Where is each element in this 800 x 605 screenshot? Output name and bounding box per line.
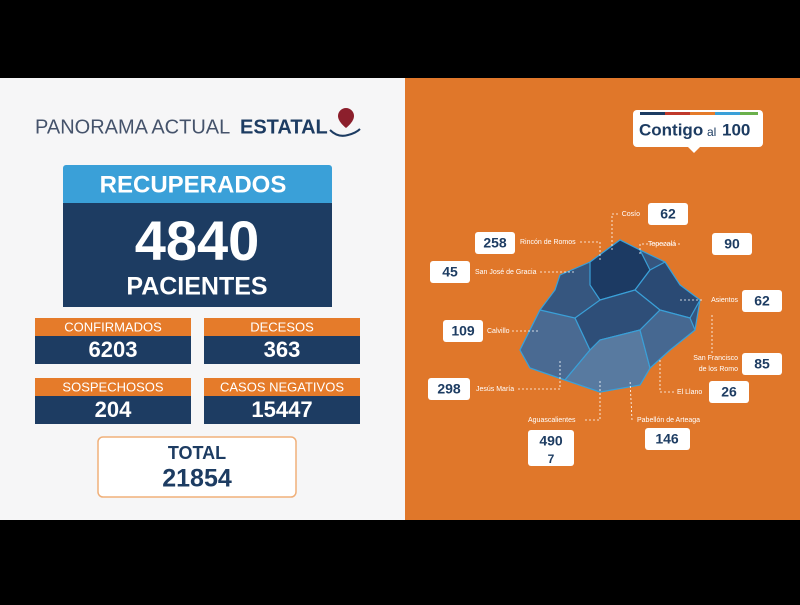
card-body [35, 396, 191, 424]
card-label: SOSPECHOSOS [62, 379, 163, 394]
municipality-value: 490 [539, 433, 563, 449]
recuperados-value: 4840 [135, 209, 260, 272]
value-box [528, 430, 574, 466]
map [519, 239, 701, 393]
municipality-value: 146 [655, 431, 679, 447]
logo-word: Contigo [639, 120, 703, 139]
municipality-name: Tepezalá [648, 241, 676, 248]
recuperados-body [63, 203, 332, 307]
value-box [712, 233, 752, 255]
card-body [204, 396, 360, 424]
municipality-name: El Llano [677, 389, 702, 396]
card-value: 6203 [89, 337, 138, 362]
municipality-name: Pabellón de Arteaga [637, 417, 700, 424]
card-value: 363 [264, 337, 301, 362]
municipality-name: de los Romo [699, 366, 738, 373]
total-label: TOTAL [168, 443, 226, 463]
title: PANORAMA ACTUAL [35, 116, 230, 138]
card-body [35, 336, 191, 364]
card-body [204, 336, 360, 364]
municipality-value: 90 [724, 236, 740, 252]
leader-lines [512, 213, 713, 421]
card-value: 204 [95, 397, 132, 422]
municipality-name: Jesús María [476, 386, 514, 393]
card-header [35, 378, 191, 398]
recuperados-header [63, 165, 332, 205]
municipality-value: 26 [721, 384, 737, 400]
value-box [648, 203, 688, 225]
value-box [428, 378, 470, 400]
recuperados-label: RECUPERADOS [100, 171, 287, 198]
municipality-name: Rincón de Romos [520, 239, 576, 246]
card-label: CONFIRMADOS [64, 319, 162, 334]
municipality-name: San José de Gracia [475, 269, 537, 276]
value-box [443, 320, 483, 342]
recuperados-unit: PACIENTES [126, 273, 267, 301]
municipality-value: 62 [754, 293, 770, 309]
municipality-values: 62 258 90 45 62 109 85 298 26 490 7 146 [428, 203, 782, 466]
municipality-value: 109 [451, 323, 475, 339]
card-header [35, 318, 191, 338]
card-header [204, 318, 360, 338]
municipality-labels: Cosío Rincón de Romos Tepezalá San José … [475, 211, 738, 424]
value-box [709, 381, 749, 403]
value-box [430, 261, 470, 283]
logo-small: al [707, 125, 716, 139]
cards: CONFIRMADOS 6203 DECESOS 363 SOSPECHOSOS… [35, 318, 360, 424]
value-box [742, 353, 782, 375]
card-value: 15447 [251, 397, 312, 422]
municipality-name: Aguascalientes [528, 417, 576, 424]
municipality-value: 45 [442, 264, 458, 280]
municipality-name: Cosío [622, 211, 640, 218]
municipality-name: San Francisco [693, 355, 738, 362]
logo: Contigo al 100 [633, 110, 763, 153]
value-box [742, 290, 782, 312]
title-emphasis: ESTATAL [240, 116, 328, 138]
municipality-value: 62 [660, 206, 676, 222]
card-label: DECESOS [250, 319, 314, 334]
municipality-extra: 7 [548, 452, 555, 466]
municipality-value: 85 [754, 356, 770, 372]
card-label: CASOS NEGATIVOS [220, 379, 344, 394]
municipality-value: 258 [483, 235, 507, 251]
logo-number: 100 [722, 120, 750, 139]
total-value: 21854 [162, 465, 232, 493]
icon [329, 108, 361, 137]
municipality-name: Asientos [711, 297, 738, 304]
municipality-name: Calvillo [487, 328, 510, 335]
total-box [97, 436, 297, 498]
card-header [204, 378, 360, 398]
value-box [475, 232, 515, 254]
value-box [645, 428, 690, 450]
municipality-value: 298 [437, 381, 461, 397]
